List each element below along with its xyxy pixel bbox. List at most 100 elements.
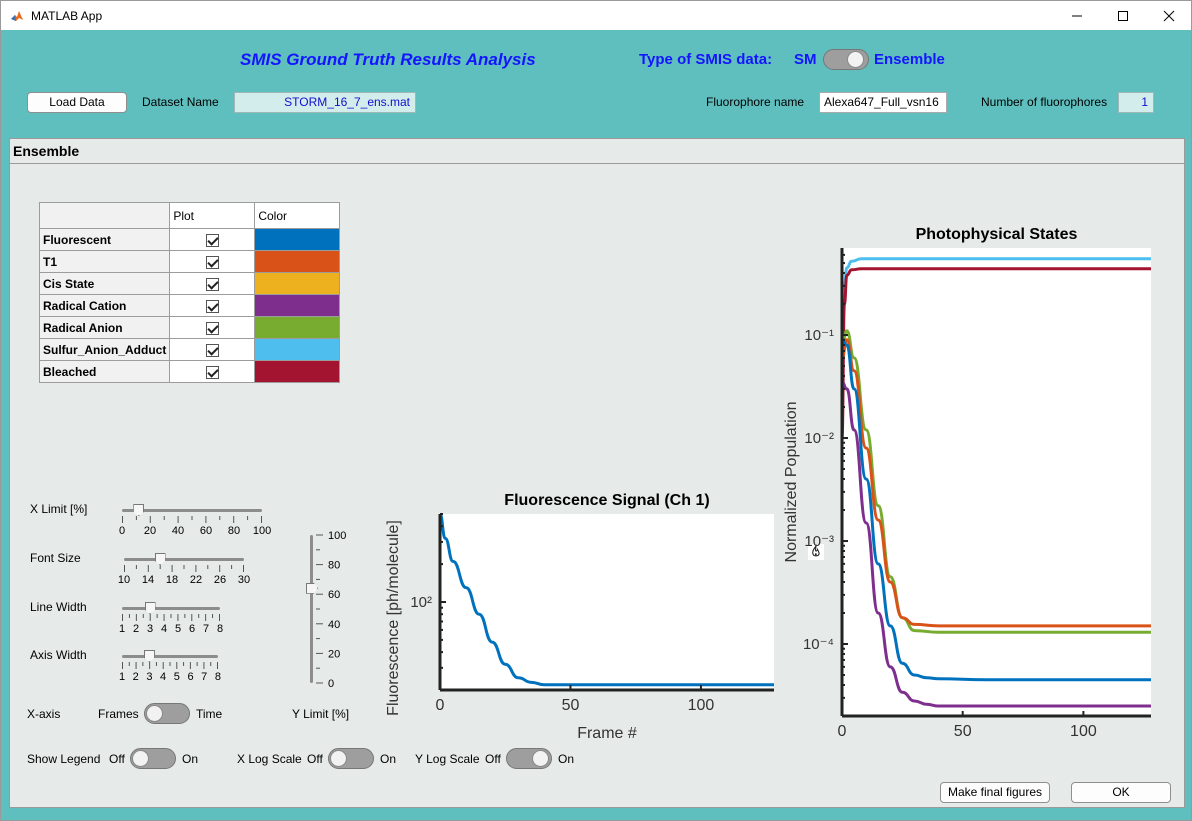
chart-title: Fluorescence Signal (Ch 1) (504, 492, 709, 509)
state-name: Radical Cation (38, 294, 171, 317)
table-row: Radical Cation (38, 294, 341, 317)
legend-on-label: On (182, 752, 199, 766)
table-header-color: Color (254, 202, 341, 229)
plot-cell (169, 272, 256, 295)
slider-thumb[interactable] (133, 504, 145, 516)
window-titlebar: MATLAB App (0, 0, 1192, 30)
slider-thumb[interactable] (144, 602, 156, 614)
color-swatch[interactable] (254, 316, 341, 339)
fluorophore-name-field[interactable]: Alexa647_Full_vsn16 (819, 92, 947, 113)
color-swatch[interactable] (254, 360, 341, 383)
fontsize-slider[interactable]: 10 14 18 22 26 30 (117, 550, 251, 590)
dataset-name-field[interactable]: STORM_16_7_ens.mat (234, 92, 416, 113)
color-swatch[interactable] (254, 272, 341, 295)
plot-checkbox[interactable] (205, 299, 219, 313)
maximize-button[interactable] (1100, 1, 1146, 31)
table-header-name (38, 202, 171, 229)
minimize-button[interactable] (1054, 1, 1100, 31)
plot-checkbox[interactable] (205, 365, 219, 379)
ok-button[interactable]: OK (1071, 782, 1171, 803)
xaxis-frames-label: Frames (98, 707, 139, 721)
x-tick-label: 50 (562, 697, 580, 714)
ylimit-slider[interactable]: 100 80 60 40 20 0 (306, 531, 356, 691)
plot-area (842, 248, 1151, 716)
data-type-switch[interactable] (823, 49, 869, 70)
slider-tick-label: 0 (328, 678, 334, 690)
x-tick-label: 0 (436, 697, 445, 714)
y-tick-label: 10² (410, 594, 432, 611)
ylimit-label: Y Limit [%] (292, 707, 350, 721)
color-swatch[interactable] (254, 338, 341, 361)
slider-ticks (122, 614, 220, 621)
plot-checkbox[interactable] (205, 233, 219, 247)
switch-knob (132, 750, 149, 767)
ylog-switch[interactable] (506, 748, 552, 769)
flame-icon[interactable] (808, 544, 824, 560)
chart-title: Photophysical States (916, 226, 1078, 243)
data-type-ensemble-label: Ensemble (874, 51, 945, 68)
plot-cell (169, 228, 256, 251)
table-header-plot: Plot (169, 202, 256, 229)
color-swatch[interactable] (254, 294, 341, 317)
slider-tick-labels: 10 14 18 22 26 30 (117, 574, 251, 586)
xlog-off-label: Off (307, 752, 323, 766)
table-row: T1 (38, 250, 341, 273)
slider-thumb[interactable] (306, 582, 318, 594)
series-line (842, 329, 1151, 634)
plot-checkbox[interactable] (205, 277, 219, 291)
table-row: Fluorescent (38, 228, 341, 251)
app-title: SMIS Ground Truth Results Analysis (240, 50, 536, 69)
color-swatch[interactable] (254, 228, 341, 251)
x-tick-label: 0 (838, 723, 847, 739)
slider-thumb[interactable] (143, 650, 155, 662)
num-fluorophores-label: Number of fluorophores (981, 95, 1108, 109)
xlimit-label: X Limit [%] (30, 502, 88, 516)
ylog-label: Y Log Scale (415, 752, 480, 766)
slider-ticks (122, 662, 218, 669)
x-axis-label: Frame # (577, 725, 637, 742)
slider-track (122, 655, 218, 658)
app-body: SMIS Ground Truth Results Analysis Type … (0, 30, 1192, 821)
make-final-figures-button[interactable]: Make final figures (940, 782, 1050, 803)
plot-cell (169, 360, 256, 383)
xlog-switch[interactable] (328, 748, 374, 769)
legend-off-label: Off (109, 752, 125, 766)
slider-tick-label: 40 (328, 619, 340, 631)
table-row: Radical Anion (38, 316, 341, 339)
slider-track (122, 509, 262, 512)
color-swatch[interactable] (254, 250, 341, 273)
plot-checkbox[interactable] (205, 343, 219, 357)
xaxis-label: X-axis (27, 707, 61, 721)
y-axis-label: Fluorescence [ph/molecule] (385, 520, 402, 716)
state-name: T1 (38, 250, 171, 273)
switch-knob (146, 705, 163, 722)
fluorescence-chart[interactable]: 0 50 100 Fluorescence Signal (Ch 1) Frame # F… (362, 484, 782, 744)
show-legend-switch[interactable] (130, 748, 176, 769)
plot-checkbox[interactable] (205, 255, 219, 269)
plot-cell (169, 294, 256, 317)
plot-cell (169, 338, 256, 361)
slider-thumb[interactable] (154, 553, 166, 565)
close-button[interactable] (1146, 1, 1192, 31)
data-type-sm-label: SM (794, 51, 817, 68)
plot-checkbox[interactable] (205, 321, 219, 335)
xlimit-slider[interactable]: 0 20 40 60 80 100 (118, 501, 272, 541)
y-tick-label: 10⁻¹ (804, 327, 834, 344)
state-name: Bleached (38, 360, 171, 383)
y-tick-label: 10⁻² (804, 430, 834, 447)
slider-tick-labels: 0 20 40 60 80 100 (118, 525, 272, 537)
data-type-label: Type of SMIS data: (639, 51, 773, 68)
num-fluorophores-field[interactable]: 1 (1118, 92, 1154, 113)
ylog-off-label: Off (485, 752, 501, 766)
fontsize-label: Font Size (30, 551, 81, 565)
xaxis-switch[interactable] (144, 703, 190, 724)
state-name: Fluorescent (38, 228, 171, 251)
load-data-button[interactable]: Load Data (27, 92, 127, 113)
dataset-name-label: Dataset Name (142, 95, 219, 109)
switch-knob (532, 750, 549, 767)
